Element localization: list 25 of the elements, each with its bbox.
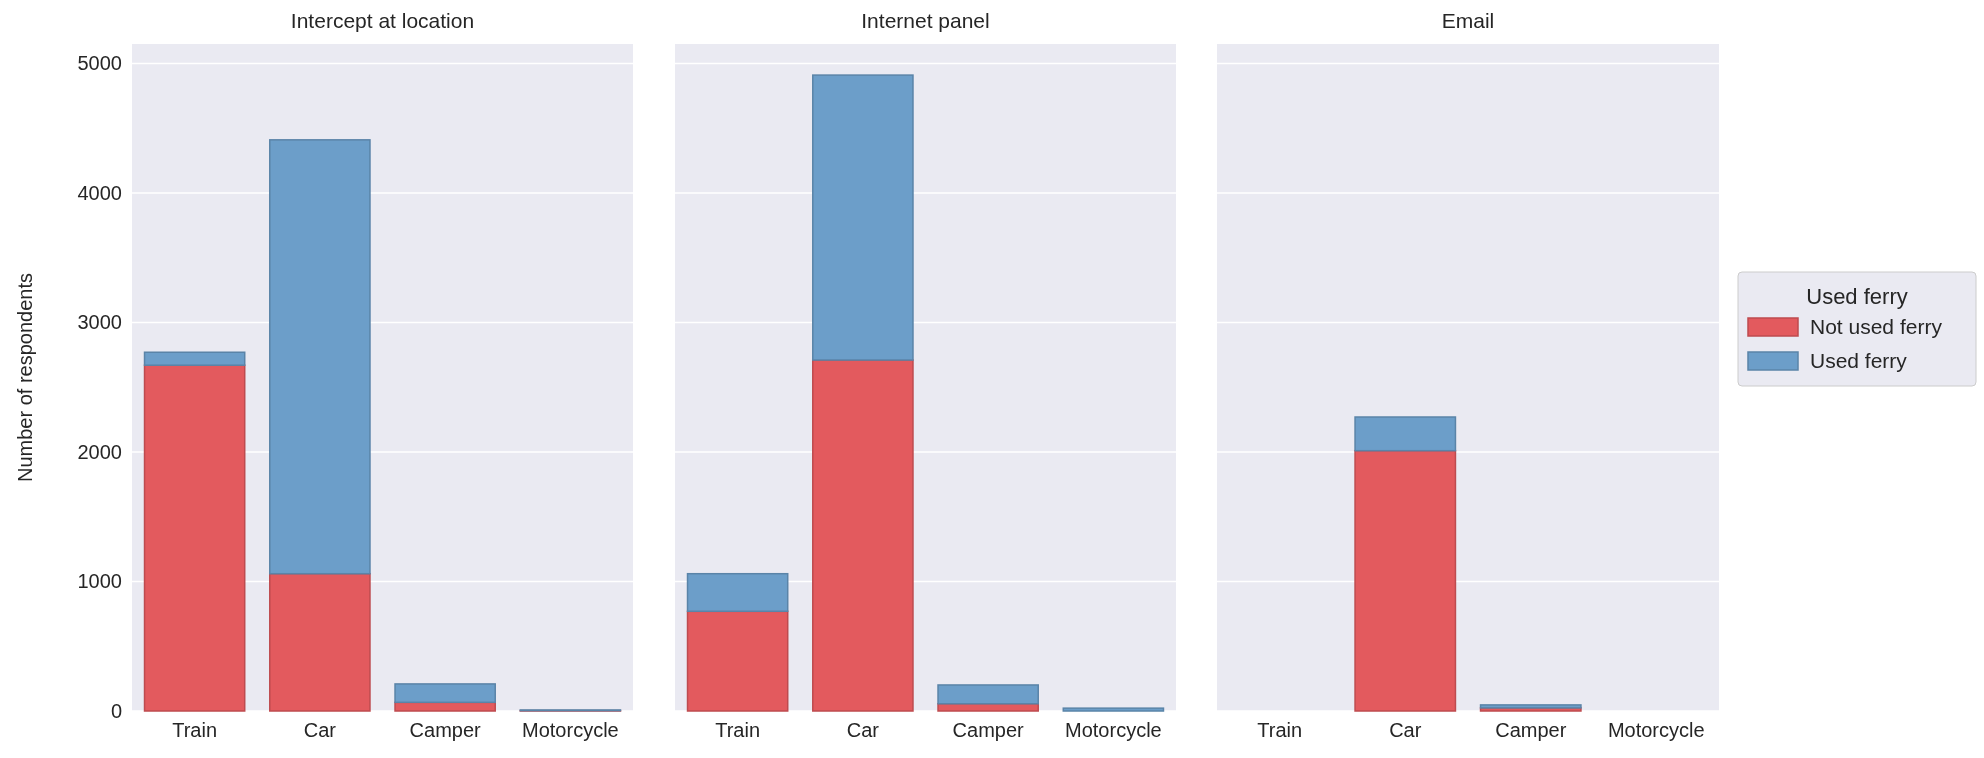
y-tick-label: 0 bbox=[110, 699, 122, 722]
x-tick-label: Train bbox=[172, 719, 218, 742]
x-tick-label: Motorcycle bbox=[1607, 719, 1705, 742]
y-axis-title: Number of respondents bbox=[14, 272, 36, 483]
x-tick-label: Motorcycle bbox=[522, 719, 619, 742]
x-tick-label: Car bbox=[303, 719, 337, 742]
x-tick-label: Train bbox=[715, 719, 761, 742]
y-tick-label: 3000 bbox=[77, 311, 122, 334]
x-tick-label: Camper bbox=[952, 719, 1025, 742]
y-tick-label: 5000 bbox=[77, 52, 122, 75]
legend-label: Used ferry bbox=[1810, 349, 1908, 372]
chart-title: Email bbox=[1441, 9, 1495, 32]
legend-title: Used ferry bbox=[1806, 284, 1908, 309]
y-tick-label: 2000 bbox=[77, 440, 122, 463]
y-tick-label: 4000 bbox=[77, 181, 122, 204]
x-tick-label: Car bbox=[846, 719, 880, 742]
x-tick-label: Car bbox=[1389, 719, 1422, 742]
y-tick-label: 1000 bbox=[77, 570, 122, 593]
x-tick-label: Camper bbox=[1495, 719, 1567, 742]
x-tick-label: Motorcycle bbox=[1065, 719, 1162, 742]
chart-title: Internet panel bbox=[861, 9, 990, 32]
x-tick-label: Camper bbox=[409, 719, 482, 742]
chart-title: Intercept at location bbox=[290, 9, 475, 32]
x-tick-label: Train bbox=[1257, 719, 1303, 742]
legend-label: Not used ferry bbox=[1810, 315, 1943, 338]
